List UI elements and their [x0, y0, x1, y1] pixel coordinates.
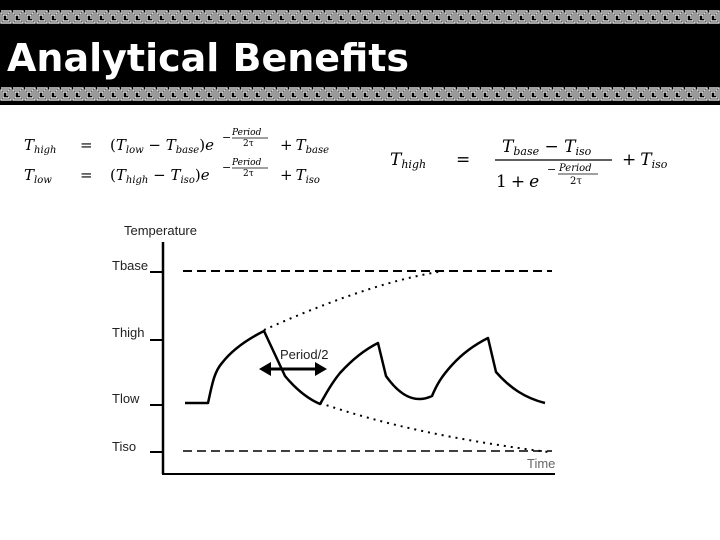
svg-text:−: − — [547, 163, 556, 176]
svg-text:=: = — [456, 150, 470, 170]
svg-text:+Tiso: + Tiso — [622, 150, 668, 171]
svg-text:−: − — [222, 161, 231, 174]
tbase-approach-dotted-curve — [263, 270, 445, 331]
equation-high: Thigh = (Tlow − Tbase)e − Period 2τ + Tba… — [24, 128, 329, 156]
svg-text:Period: Period — [558, 163, 592, 174]
period-half-label: Period/2 — [280, 347, 328, 362]
svg-text:(Thigh − Tiso)e: (Thigh − Tiso)e — [110, 166, 210, 186]
svg-text:2τ: 2τ — [243, 169, 254, 179]
svg-text:Tlow: Tlow — [24, 166, 52, 186]
svg-text:=: = — [80, 166, 93, 184]
svg-text:Period: Period — [231, 128, 262, 138]
greek-key-border-top — [0, 9, 720, 25]
svg-text:Thigh: Thigh — [390, 150, 426, 171]
label-tiso: Tiso — [112, 439, 136, 454]
title-bar: Analytical Benefits — [0, 0, 720, 105]
label-tbase: Tbase — [112, 258, 148, 273]
svg-text:+Tiso: + Tiso — [280, 166, 320, 186]
slide-title: Analytical Benefits — [7, 36, 410, 80]
svg-text:Period: Period — [231, 158, 262, 168]
svg-text:1+e: 1 + e — [496, 172, 539, 192]
equations-area: Thigh = (Tlow − Tbase)e − Period 2τ + Tba… — [24, 128, 668, 192]
temperature-sawtooth-curve — [185, 329, 546, 406]
svg-text:+Tbase: + Tbase — [280, 136, 329, 156]
svg-text:Thigh: Thigh — [24, 136, 57, 156]
x-axis-label: Time — [527, 456, 555, 471]
svg-text:−: − — [222, 131, 231, 144]
y-axis-label: Temperature — [124, 223, 197, 238]
equation-low: Tlow = (Thigh − Tiso)e − Period 2τ + Tiso — [24, 158, 320, 186]
greek-key-border-bottom — [0, 86, 720, 102]
svg-text:Tbase − Tiso: Tbase − Tiso — [502, 137, 592, 158]
svg-text:=: = — [80, 136, 93, 154]
period-half-arrowhead-right — [315, 362, 327, 376]
svg-text:(Tlow − Tbase)e: (Tlow − Tbase)e — [110, 136, 214, 156]
tiso-approach-dotted-curve — [319, 402, 549, 453]
label-thigh: Thigh — [112, 325, 145, 340]
svg-text:2τ: 2τ — [243, 139, 254, 149]
period-half-arrowhead-left — [259, 362, 271, 376]
equation-solution: Thigh = Tbase − Tiso 1 + e − Period 2τ + Ti… — [390, 137, 668, 192]
svg-text:2τ: 2τ — [570, 176, 582, 187]
label-tlow: Tlow — [112, 391, 140, 406]
temperature-diagram: Temperature Tbase Thigh Tlow Tiso Period… — [112, 223, 555, 475]
